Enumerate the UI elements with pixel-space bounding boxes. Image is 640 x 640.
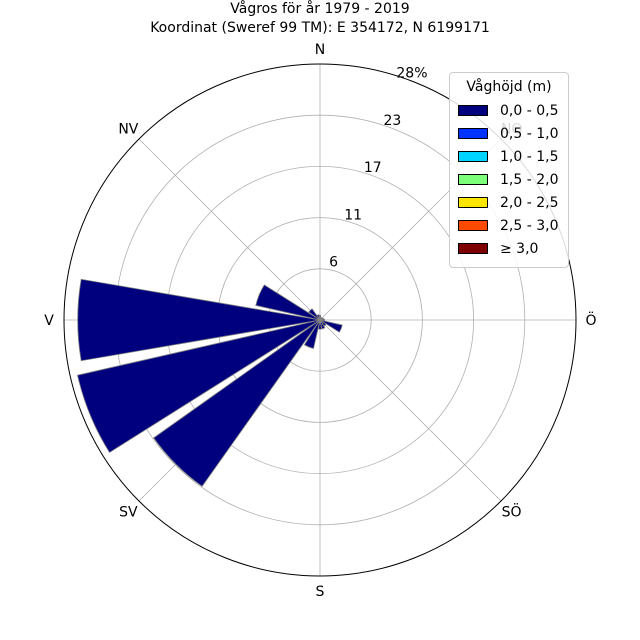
- rose-bar: [77, 278, 321, 362]
- wave-rose-bars: [77, 278, 343, 487]
- radial-tick-label: 23: [383, 113, 401, 129]
- legend-entry: 1,5 - 2,0: [458, 168, 560, 191]
- rose-bar: [319, 319, 343, 333]
- legend-label: 2,0 - 2,5: [500, 194, 559, 211]
- legend-swatch: [458, 174, 488, 185]
- legend-label: ≥ 3,0: [500, 240, 539, 257]
- rose-bar: [308, 308, 321, 321]
- legend-label: 0,0 - 0,5: [500, 102, 559, 119]
- rose-bar: [77, 319, 321, 453]
- legend-swatch: [458, 128, 488, 139]
- chart-title-line2: Koordinat (Sweref 99 TM): E 354172, N 61…: [150, 20, 490, 36]
- rose-bar: [316, 314, 321, 321]
- grid-spoke: [138, 138, 321, 321]
- chart-title-line1: Vågros för år 1979 - 2019: [230, 1, 410, 17]
- grid-spoke: [319, 319, 502, 502]
- legend-swatch: [458, 197, 488, 208]
- legend-entries: 0,0 - 0,5 0,5 - 1,0 1,0 - 1,5 1,5 - 2,0 2,0 …: [458, 99, 560, 260]
- outer-circle: [63, 63, 577, 577]
- legend-label: 1,5 - 2,0: [500, 171, 559, 188]
- direction-label: SV: [119, 505, 138, 521]
- legend-swatch: [458, 151, 488, 162]
- legend-entry: 2,5 - 3,0: [458, 214, 560, 237]
- rose-bar: [318, 319, 322, 330]
- direction-label: S: [316, 584, 325, 600]
- legend-swatch: [458, 243, 488, 254]
- direction-label: NV: [118, 121, 138, 137]
- legend-entry: 2,0 - 2,5: [458, 191, 560, 214]
- rose-bar: [255, 284, 321, 321]
- radial-tick-label: 17: [364, 160, 382, 176]
- legend-label: 2,5 - 3,0: [500, 217, 559, 234]
- legend-label: 1,0 - 1,5: [500, 148, 559, 165]
- rose-bar: [319, 319, 326, 330]
- direction-label: SÖ: [502, 503, 522, 521]
- legend-entry: 0,0 - 0,5: [458, 99, 560, 122]
- legend-label: 0,5 - 1,0: [500, 125, 559, 142]
- legend-title: Våghöjd (m): [466, 79, 552, 95]
- rose-bar: [303, 319, 321, 350]
- rose-bar: [153, 319, 321, 487]
- legend-entry: 1,0 - 1,5: [458, 145, 560, 168]
- direction-label: V: [44, 313, 54, 329]
- legend: Våghöjd (m) 0,0 - 0,5 0,5 - 1,0 1,0 - 1,5 1…: [449, 72, 569, 268]
- legend-swatch: [458, 105, 488, 116]
- legend-swatch: [458, 220, 488, 231]
- radial-tick-label: 28%: [396, 65, 427, 81]
- legend-entry: 0,5 - 1,0: [458, 122, 560, 145]
- rose-bar: [319, 319, 327, 327]
- legend-entry: ≥ 3,0: [458, 237, 560, 260]
- radial-tick-label: 6: [329, 255, 338, 271]
- direction-label: N: [315, 42, 325, 58]
- radial-tick-label: 11: [344, 207, 362, 223]
- direction-label: Ö: [585, 311, 596, 329]
